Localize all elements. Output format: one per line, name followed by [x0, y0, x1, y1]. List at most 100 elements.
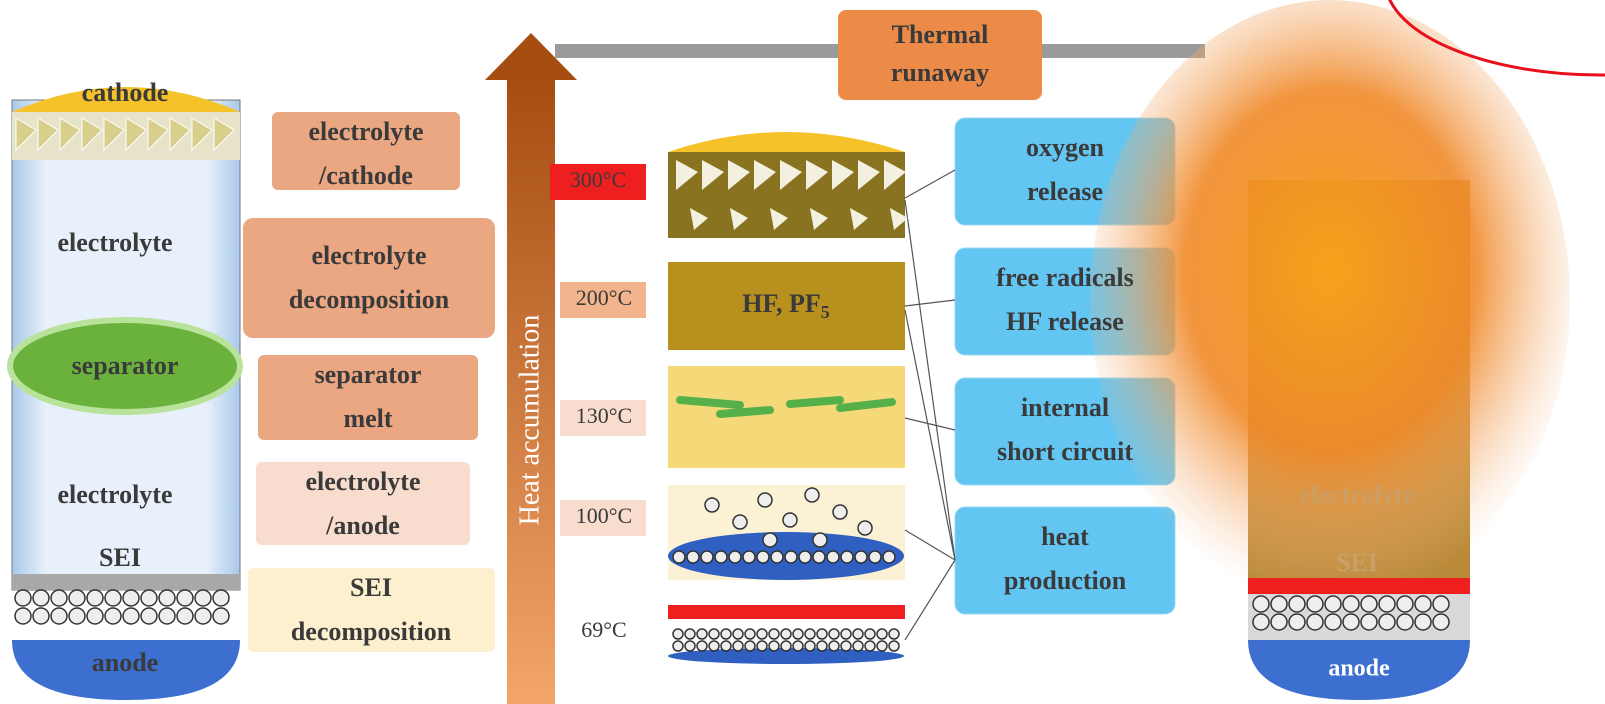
particle	[105, 590, 121, 606]
particle	[1253, 614, 1269, 630]
particle	[1343, 596, 1359, 612]
fiber	[680, 400, 740, 405]
particle	[781, 629, 791, 639]
reaction-label: /cathode	[318, 161, 413, 190]
burning-label: SEI	[1336, 548, 1378, 577]
stack-cap	[668, 132, 905, 152]
particle	[1361, 614, 1377, 630]
particle	[1253, 596, 1269, 612]
particle	[141, 590, 157, 606]
outcome-label: oxygen	[1026, 133, 1105, 162]
temperature-label: 300°C	[570, 167, 626, 192]
particle	[709, 629, 719, 639]
particle	[758, 493, 772, 507]
particle	[697, 629, 707, 639]
cell-label: separator	[72, 351, 179, 380]
particle	[159, 590, 175, 606]
particle	[785, 551, 797, 563]
temperature-label: 200°C	[576, 285, 632, 310]
particle	[1415, 596, 1431, 612]
outcome-label: short circuit	[997, 437, 1133, 466]
particle	[721, 629, 731, 639]
particle	[733, 641, 743, 651]
burning-sei	[1248, 578, 1470, 594]
particle	[865, 641, 875, 651]
particle	[213, 590, 229, 606]
particle	[195, 590, 211, 606]
cell-label: electrolyte	[58, 480, 173, 509]
arrow-label: Heat accumulation	[514, 315, 545, 526]
particle	[833, 505, 847, 519]
separator-layer	[668, 366, 905, 468]
reaction-label: /anode	[325, 511, 400, 540]
particle	[705, 498, 719, 512]
particle	[745, 629, 755, 639]
particle	[829, 641, 839, 651]
reaction-label: SEI	[350, 573, 392, 602]
reaction-label: electrolyte	[312, 241, 427, 270]
particle	[1397, 596, 1413, 612]
particle	[1325, 614, 1341, 630]
particle	[889, 641, 899, 651]
particle	[1307, 596, 1323, 612]
temperature-label: 130°C	[576, 403, 632, 428]
particle	[123, 608, 139, 624]
reaction-box	[243, 218, 495, 338]
particle	[1289, 614, 1305, 630]
cell-label: anode	[92, 648, 158, 677]
reaction-label: electrolyte	[306, 467, 421, 496]
particle	[51, 590, 67, 606]
reaction-label: electrolyte	[309, 117, 424, 146]
particle	[123, 590, 139, 606]
gas-subscript: 5	[821, 302, 830, 322]
particle	[1289, 596, 1305, 612]
particle	[805, 641, 815, 651]
particle	[805, 488, 819, 502]
sei-bar	[668, 605, 905, 619]
gas-formula: HF, PF	[742, 289, 820, 318]
particle	[701, 551, 713, 563]
particle	[1271, 596, 1287, 612]
temperature-label: 100°C	[576, 503, 632, 528]
particle	[685, 629, 695, 639]
particle	[877, 629, 887, 639]
particle	[769, 641, 779, 651]
particle	[33, 590, 49, 606]
particle	[841, 641, 851, 651]
burning-label: anode	[1328, 656, 1390, 682]
outcome-label: heat	[1041, 522, 1089, 551]
gas-label: HF, PF5	[742, 289, 829, 322]
particle	[1361, 596, 1377, 612]
title: Thermal	[892, 20, 989, 49]
particle	[757, 629, 767, 639]
particle	[813, 533, 827, 547]
particle	[673, 641, 683, 651]
particle	[771, 551, 783, 563]
particle	[159, 608, 175, 624]
particle	[1325, 596, 1341, 612]
particle	[1415, 614, 1431, 630]
particle	[105, 608, 121, 624]
particle	[827, 551, 839, 563]
particle	[841, 629, 851, 639]
diagram: cathode electrolyte separator electrolyte SE…	[0, 0, 1605, 704]
title: runaway	[891, 58, 989, 87]
particle	[69, 608, 85, 624]
particle	[177, 608, 193, 624]
particle	[817, 629, 827, 639]
fiber	[790, 400, 840, 404]
particle	[869, 551, 881, 563]
particle	[87, 590, 103, 606]
particle	[793, 641, 803, 651]
particle	[853, 629, 863, 639]
particle	[213, 608, 229, 624]
particle	[1433, 596, 1449, 612]
cell-label: SEI	[99, 543, 141, 572]
particle	[69, 590, 85, 606]
particle	[883, 551, 895, 563]
particle	[1379, 596, 1395, 612]
particle	[855, 551, 867, 563]
particle	[769, 629, 779, 639]
cell-label: cathode	[82, 78, 169, 107]
particle	[1433, 614, 1449, 630]
